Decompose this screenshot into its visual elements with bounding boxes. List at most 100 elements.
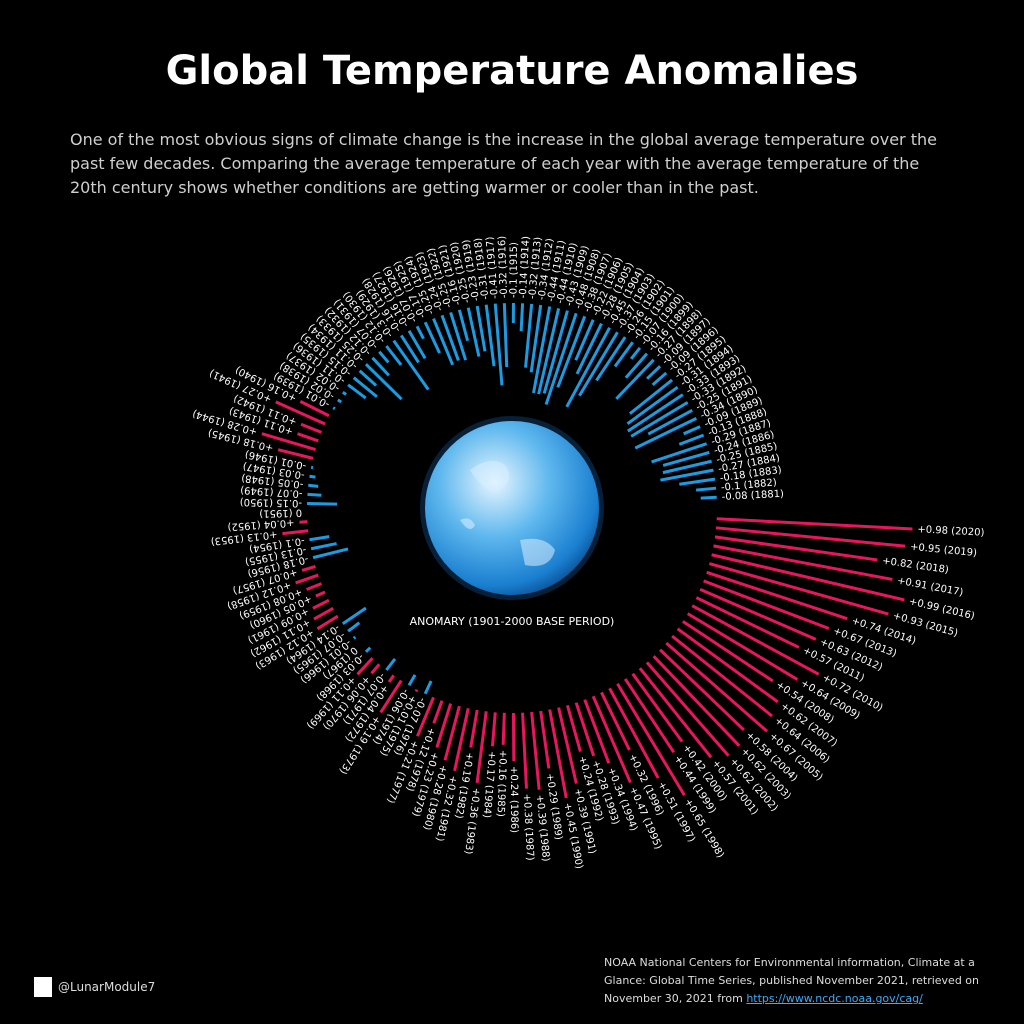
bar <box>628 378 674 415</box>
value-label: +0.16 (1985) <box>494 750 507 818</box>
bar <box>695 486 717 492</box>
bar <box>660 468 714 482</box>
bar <box>407 329 427 360</box>
bar <box>613 341 634 368</box>
bar <box>475 711 488 783</box>
bar <box>686 612 799 681</box>
bar <box>681 620 774 683</box>
bar <box>358 369 378 387</box>
bar <box>277 448 314 460</box>
bar <box>524 303 534 368</box>
chart-title: Global Temperature Anomalies <box>165 48 859 94</box>
bar <box>313 606 334 621</box>
bar <box>432 700 444 724</box>
bar <box>370 663 381 675</box>
bar <box>591 695 632 784</box>
bar <box>659 648 745 732</box>
bar <box>679 477 716 486</box>
source: NOAA National Centers for Environmental … <box>604 954 1004 1008</box>
center-label: ANOMARY (1901-2000 BASE PERIOD) <box>410 615 615 628</box>
bar <box>501 712 506 745</box>
bar <box>275 400 326 426</box>
bar <box>453 707 470 772</box>
bar <box>578 331 619 397</box>
bar <box>706 570 848 621</box>
bar <box>676 627 779 704</box>
bar <box>708 562 889 616</box>
bar <box>624 352 649 379</box>
value-label: +0.24 (1986) <box>508 766 519 833</box>
bar <box>315 590 326 598</box>
bar <box>379 679 403 714</box>
value-label: +0.91 (2017) <box>896 575 964 598</box>
bar <box>574 319 595 361</box>
bar <box>683 425 701 436</box>
bar <box>574 702 596 757</box>
bar <box>300 422 323 434</box>
bar <box>544 312 578 405</box>
bar <box>556 315 587 388</box>
bar <box>364 646 372 653</box>
bar <box>490 712 497 747</box>
bar <box>307 501 338 506</box>
bar <box>626 385 679 425</box>
bar <box>662 459 712 475</box>
bar <box>626 393 684 433</box>
bar <box>630 401 689 438</box>
bar <box>651 371 668 386</box>
bar <box>308 483 319 488</box>
bar <box>316 614 339 631</box>
bar <box>312 547 349 560</box>
value-label: -0.41 (1917) <box>485 236 501 299</box>
value-label: -0.07 (1949) <box>240 484 303 499</box>
bar <box>557 707 578 784</box>
bar <box>716 517 913 531</box>
bar <box>387 674 395 683</box>
bar <box>415 325 425 340</box>
bar <box>261 432 316 452</box>
bar <box>306 582 323 591</box>
bar <box>347 621 361 633</box>
value-label: -0.1 (1915) <box>509 242 520 298</box>
logo <box>34 977 52 997</box>
bar <box>341 390 347 396</box>
value-label: +0.17 (1984) <box>481 751 497 819</box>
bar <box>309 474 316 479</box>
value-label: +0.38 (1987) <box>521 793 535 861</box>
bar <box>475 305 487 352</box>
bar <box>615 358 655 400</box>
bar <box>548 709 568 799</box>
bar <box>282 529 309 536</box>
source-text: NOAA National Centers for Environmental … <box>604 956 980 1005</box>
bar <box>341 606 367 626</box>
bar <box>297 432 319 443</box>
bar <box>595 336 627 382</box>
bar <box>299 400 330 418</box>
bar <box>575 322 603 375</box>
bar <box>493 303 504 386</box>
bar <box>295 573 319 585</box>
bar <box>714 535 878 562</box>
bar <box>521 712 528 789</box>
bar <box>645 661 730 757</box>
bar <box>616 683 686 797</box>
globe-land <box>460 461 555 566</box>
globe <box>425 421 599 595</box>
bar <box>449 311 468 361</box>
source-link[interactable]: https://www.ncdc.noaa.gov/cag/ <box>746 992 923 1005</box>
bar <box>432 318 455 366</box>
bar <box>423 321 441 354</box>
credit: @LunarModule7 <box>34 977 155 997</box>
value-label: -0.14 (1914) <box>518 236 532 299</box>
bar <box>583 699 611 764</box>
bar <box>665 641 769 733</box>
bar <box>703 579 830 630</box>
bar <box>638 667 713 759</box>
bar <box>443 705 461 761</box>
value-label: -0.08 (1881) <box>721 489 784 503</box>
bar <box>332 406 336 411</box>
bar <box>385 658 397 671</box>
value-label: +0.95 (2019) <box>910 542 978 559</box>
bar <box>565 704 582 752</box>
